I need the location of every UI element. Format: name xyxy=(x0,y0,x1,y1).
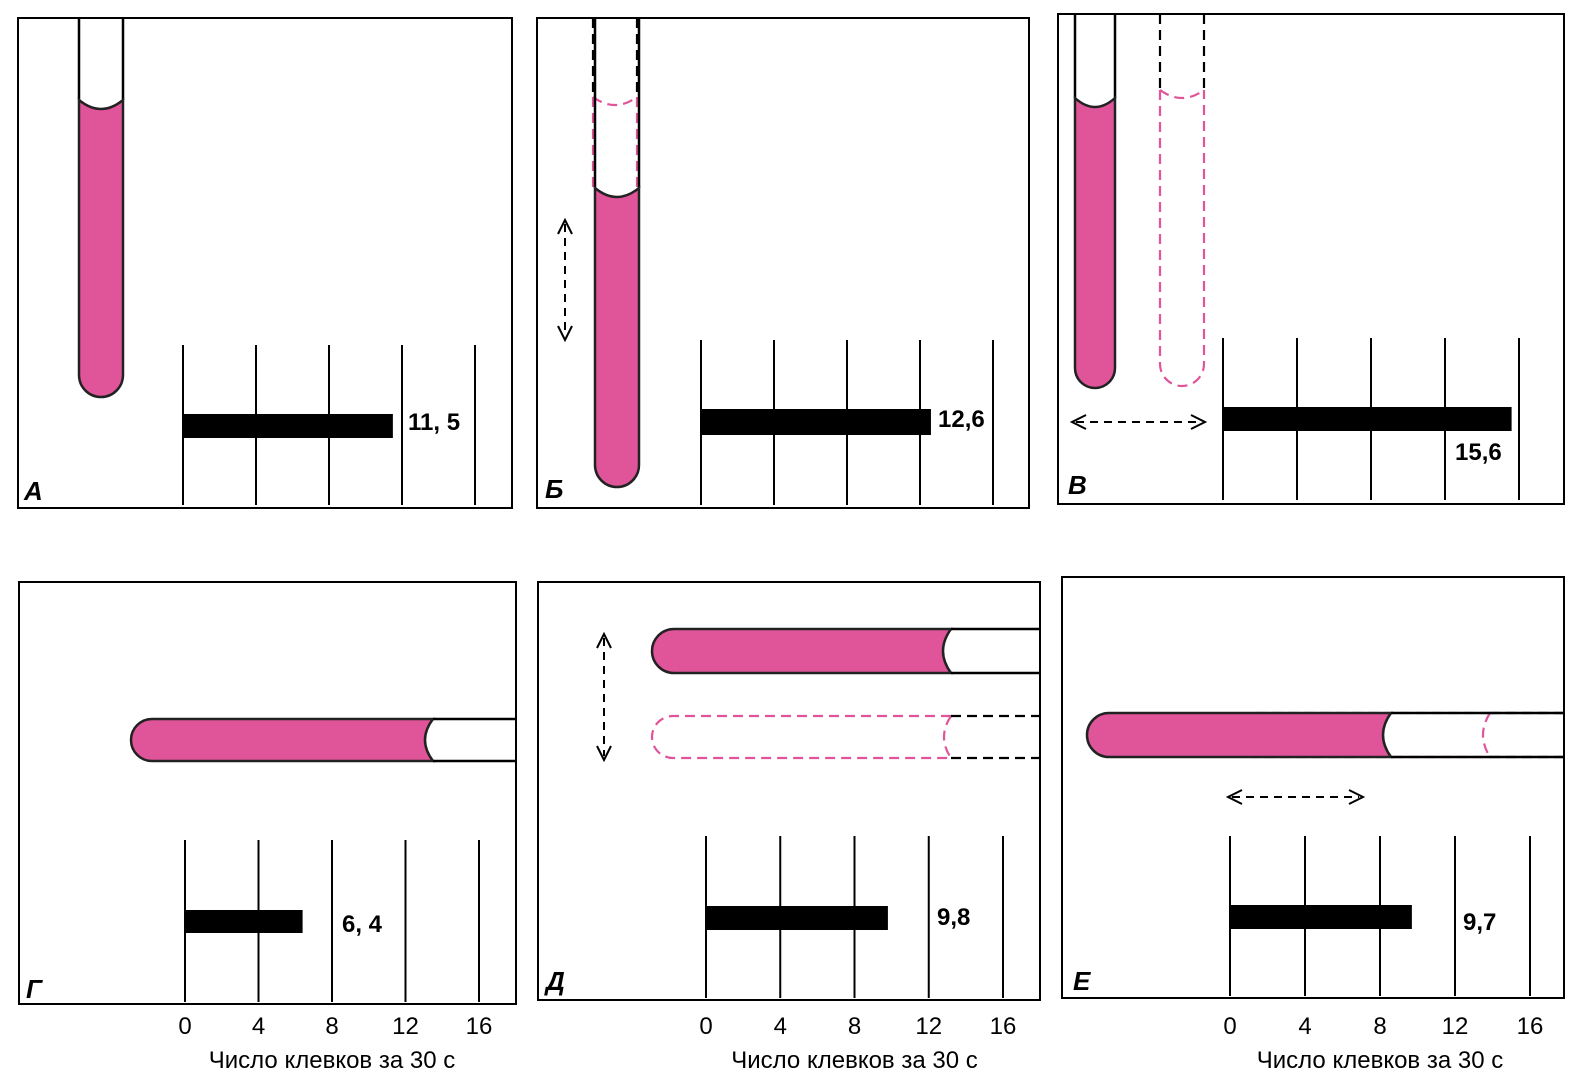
tick-label: 4 xyxy=(1298,1013,1311,1040)
value-label: 6, 4 xyxy=(342,911,383,938)
panel-frame xyxy=(18,581,517,1005)
test-tube-liquid xyxy=(1085,711,1394,759)
axis-title: Число клевков за 30 с xyxy=(731,1047,977,1074)
bar xyxy=(1223,407,1512,431)
value-label: 9,8 xyxy=(937,904,970,931)
tick-label: 12 xyxy=(392,1013,419,1040)
panel-6: 9,7 Е 0 4 8 12 16 Число клевков за 30 с xyxy=(1061,576,1565,1074)
horizontal-motion-arrow-head-right xyxy=(1190,414,1208,430)
test-tube-liquid xyxy=(593,185,641,489)
horizontal-motion-arrow-head-left xyxy=(1069,414,1087,430)
tick-label: 12 xyxy=(915,1013,942,1040)
test-tube-liquid xyxy=(1073,95,1117,390)
test-tube-liquid xyxy=(77,97,125,399)
test-tube-previous-ghost-outline xyxy=(1158,89,1206,388)
tick-label: 16 xyxy=(1517,1013,1544,1040)
vertical-motion-arrow-head-bottom xyxy=(596,745,612,763)
axis-title: Число клевков за 30 с xyxy=(209,1047,455,1074)
value-label: 12,6 xyxy=(938,406,985,433)
value-label: 11, 5 xyxy=(408,409,460,436)
tick-label: 4 xyxy=(774,1013,787,1040)
vertical-motion-arrow-head-top xyxy=(596,631,612,649)
tick-label: 0 xyxy=(699,1013,712,1040)
vertical-motion-arrow-head-bottom xyxy=(557,325,573,343)
panel-5: 9,8 Д 0 4 8 12 16 Число клевков за 30 с xyxy=(537,581,1041,1074)
panel-2: 12,6 Б xyxy=(536,17,1030,509)
vertical-motion-arrow-head-top xyxy=(557,217,573,235)
panel-letter: Е xyxy=(1073,966,1091,996)
bar xyxy=(1230,905,1412,929)
horizontal-motion-arrow-head-left xyxy=(1225,789,1243,805)
axis-title: Число клевков за 30 с xyxy=(1257,1047,1503,1074)
value-label: 15,6 xyxy=(1455,439,1502,466)
test-tube-previous-ghost-outline xyxy=(591,96,639,190)
tick-label: 12 xyxy=(1442,1013,1469,1040)
bar xyxy=(183,414,393,438)
bar xyxy=(701,409,931,435)
tick-label: 4 xyxy=(252,1013,265,1040)
tick-label: 8 xyxy=(1373,1013,1386,1040)
panel-letter: Д xyxy=(544,966,565,996)
tick-label: 8 xyxy=(848,1013,861,1040)
tick-label: 16 xyxy=(466,1013,493,1040)
panel-4: 6, 4 Г 0 4 8 12 16 Число клевков за 30 с xyxy=(18,581,517,1074)
panel-letter: В xyxy=(1068,470,1087,500)
tick-label: 16 xyxy=(990,1013,1017,1040)
bar xyxy=(706,906,888,930)
tick-label: 8 xyxy=(325,1013,338,1040)
horizontal-motion-arrow-head-right xyxy=(1348,789,1366,805)
test-tube-liquid xyxy=(650,627,954,675)
panel-3: 15,6 В xyxy=(1057,13,1565,505)
test-tube-liquid xyxy=(129,717,436,763)
test-tube-previous-ghost-outline xyxy=(650,714,952,760)
panel-letter: Б xyxy=(545,474,563,504)
panel-letter: Г xyxy=(26,974,43,1004)
tick-label: 0 xyxy=(178,1013,191,1040)
bar xyxy=(185,910,303,933)
panel-1: 11, 5 А xyxy=(17,17,513,509)
panel-letter: А xyxy=(23,476,43,506)
value-label: 9,7 xyxy=(1463,909,1496,936)
tick-label: 0 xyxy=(1223,1013,1236,1040)
